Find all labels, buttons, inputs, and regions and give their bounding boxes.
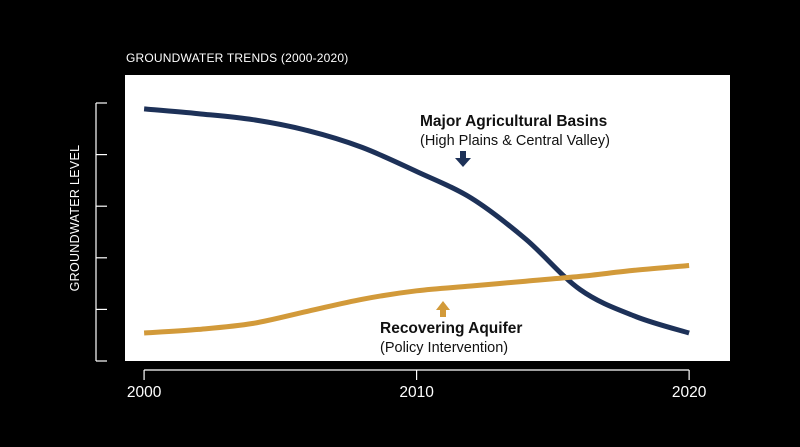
arrow-down-icon xyxy=(455,151,471,167)
series-label-recovering-aquifer: Recovering Aquifer xyxy=(380,320,522,337)
x-tick-label: 2000 xyxy=(127,384,162,401)
arrow-up-icon xyxy=(436,301,450,317)
series-layer xyxy=(143,106,690,336)
series-sublabel-recovering-aquifer: (Policy Intervention) xyxy=(380,340,508,356)
x-tick-label: 2020 xyxy=(672,384,707,401)
series-sublabel-major-basins: (High Plains & Central Valley) xyxy=(420,133,610,149)
series-label-major-basins: Major Agricultural Basins xyxy=(420,113,607,130)
x-axis: 2000 2010 2020 xyxy=(127,369,707,401)
y-axis-label: GROUNDWATER LEVEL xyxy=(68,145,82,292)
y-axis xyxy=(95,102,107,362)
series-line-recovering-aquifer xyxy=(143,263,690,336)
series-line-major-basins xyxy=(143,106,690,336)
chart-title: GROUNDWATER TRENDS (2000-2020) xyxy=(126,51,349,65)
x-tick-label: 2010 xyxy=(399,384,434,401)
